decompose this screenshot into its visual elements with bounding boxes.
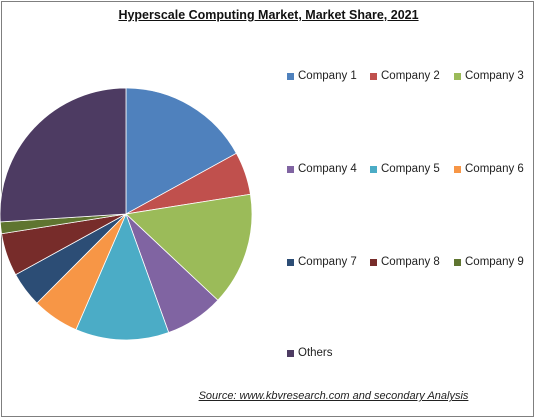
legend-swatch [454,165,461,173]
legend-item-company-9: Company 9 [454,256,524,268]
legend-label: Others [298,347,333,359]
legend-swatch [287,72,294,80]
legend-item-company-2: Company 2 [370,70,440,82]
legend-label: Company 1 [298,70,357,82]
legend-item-company-4: Company 4 [287,163,357,175]
pie-slice-company-1 [125,87,237,215]
legend-item-company-5: Company 5 [370,163,440,175]
legend-swatch [370,165,377,173]
legend-label: Company 4 [298,163,357,175]
legend-item-company-8: Company 8 [370,256,440,268]
legend-swatch [454,258,461,266]
chart-title: Hyperscale Computing Market, Market Shar… [118,8,419,22]
legend-item-company-1: Company 1 [287,70,357,82]
legend-label: Company 2 [381,70,440,82]
legend-swatch [287,349,294,357]
legend-item-company-7: Company 7 [287,256,357,268]
pie-slice-company-5 [75,212,170,341]
legend-swatch [454,72,461,80]
legend-item-others: Others [287,347,333,359]
legend-item-company-6: Company 6 [454,163,524,175]
legend-swatch [370,72,377,80]
pie-slice-others [0,87,127,223]
legend-label: Company 6 [465,163,524,175]
legend-swatch [287,165,294,173]
legend-label: Company 5 [381,163,440,175]
pie-slice-company-3 [125,193,253,301]
legend-item-company-3: Company 3 [454,70,524,82]
legend-swatch [370,258,377,266]
legend-label: Company 3 [465,70,524,82]
legend-label: Company 9 [465,256,524,268]
legend-label: Company 8 [381,256,440,268]
source-note: Source: www.kbvresearch.com and secondar… [198,390,469,402]
legend-swatch [287,258,294,266]
legend-label: Company 7 [298,256,357,268]
